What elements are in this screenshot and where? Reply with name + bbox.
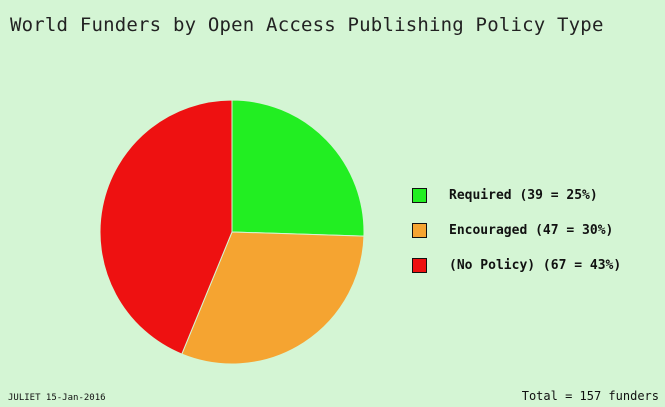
footer-source: JULIET 15-Jan-2016 bbox=[8, 393, 106, 403]
legend-item-no-policy: (No Policy) (67 = 43%) bbox=[412, 254, 621, 276]
pie-slice-required bbox=[231, 99, 365, 237]
footer-total: Total = 157 funders bbox=[521, 389, 659, 403]
chart-title: World Funders by Open Access Publishing … bbox=[10, 14, 604, 36]
legend-item-required: Required (39 = 25%) bbox=[412, 184, 621, 206]
legend-item-encouraged: Encouraged (47 = 30%) bbox=[412, 219, 621, 241]
legend-swatch-no-policy bbox=[412, 257, 427, 273]
pie-slice-no-policy bbox=[99, 99, 233, 355]
legend-label-required: Required (39 = 25%) bbox=[449, 187, 598, 203]
legend-label-encouraged: Encouraged (47 = 30%) bbox=[449, 222, 614, 238]
legend-swatch-encouraged bbox=[412, 222, 427, 238]
legend-swatch-required bbox=[412, 187, 427, 203]
legend-label-no-policy: (No Policy) (67 = 43%) bbox=[449, 257, 622, 273]
legend: Required (39 = 25%) Encouraged (47 = 30%… bbox=[412, 184, 621, 289]
pie-slice-encouraged bbox=[181, 231, 365, 365]
